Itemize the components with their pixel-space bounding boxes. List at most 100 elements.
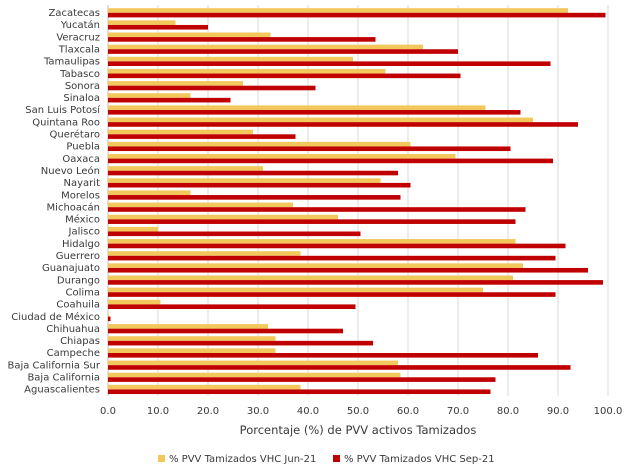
bar-jun21 [108,105,486,110]
bar-jun21 [108,141,411,147]
bar-jun21 [108,190,191,196]
bar-jun21 [108,348,276,353]
bar-sep21 [108,365,571,370]
category-label: Jalisco [68,227,100,238]
category-label: Aguascalientes [24,385,100,396]
legend-label: % PVV Tamizados VHC Sep-21 [344,454,495,465]
bar-sep21 [108,243,566,249]
x-tick-label: 50.0 [347,406,369,417]
category-label: Nuevo León [41,165,100,177]
bar-sep21 [108,146,511,152]
bar-sep21 [108,49,458,54]
category-label: Baja California Sur [7,360,100,371]
x-tick-label: 0.0 [100,406,116,417]
bar-jun21 [108,214,338,220]
category-label: Guerrero [56,251,100,262]
bar-sep21 [108,292,556,297]
bar-jun21 [108,324,268,329]
category-label: Zacatecas [48,8,100,19]
bar-jun21 [108,239,516,244]
bar-sep21 [108,134,296,139]
bar-jun21 [108,336,276,341]
bar-jun21 [108,20,176,25]
category-label: Baja California [27,373,100,384]
bar-sep21 [108,24,208,30]
category-label: Chihuahua [46,324,100,335]
bar-jun21 [108,287,483,293]
category-label: Nayarit [64,178,101,189]
bar-jun21 [108,129,253,135]
bar-sep21 [108,340,373,346]
x-tick-label: 40.0 [297,406,319,417]
bar-jun21 [108,178,381,183]
category-label: Durango [57,275,100,286]
legend-swatch [333,455,340,462]
bar-jun21 [108,226,158,232]
bar-sep21 [108,353,538,358]
bar-sep21 [108,122,578,127]
x-tick-label: 30.0 [247,406,269,417]
bar-sep21 [108,219,516,224]
x-tick-label: 20.0 [197,406,219,417]
bar-jun21 [108,81,243,86]
bar-sep21 [108,231,361,237]
x-tick-label: 90.0 [547,406,569,417]
category-label: Querétaro [50,129,100,141]
bar-sep21 [108,12,606,18]
category-label: Michoacán [47,201,100,213]
category-label: Sinaloa [63,93,100,104]
category-label: Quintana Roo [32,117,100,128]
bar-sep21 [108,377,496,382]
category-label: Sonora [65,81,100,92]
bar-jun21 [108,93,191,98]
bar-sep21 [108,328,343,334]
bar-sep21 [108,170,398,176]
bar-jun21 [108,202,293,208]
bar-jun21 [108,360,398,366]
x-tick-label: 10.0 [147,406,169,417]
bar-sep21 [108,37,376,42]
bar-sep21 [108,280,603,285]
category-label: Guanajuato [42,263,100,274]
category-label: Tamaulipas [43,57,100,68]
bar-sep21 [108,316,111,322]
bar-sep21 [108,158,553,164]
bar-sep21 [108,195,401,200]
legend-swatch [158,455,165,462]
x-tick-label: 80.0 [497,406,519,417]
bar-jun21 [108,372,401,378]
bar-jun21 [108,263,523,268]
bar-sep21 [108,61,551,66]
category-label: Yucatán [60,19,100,31]
bar-sep21 [108,97,231,103]
bar-jun21 [108,311,109,317]
bar-jun21 [108,117,533,123]
bar-jun21 [108,8,568,13]
bar-jun21 [108,56,353,62]
bar-jun21 [108,154,456,159]
category-label: San Luis Potosí [25,104,101,116]
category-label: Campeche [47,348,100,359]
category-label: México [65,214,100,226]
bar-sep21 [108,73,461,79]
category-label: Puebla [66,142,100,153]
bar-jun21 [108,384,301,390]
bar-jun21 [108,275,513,281]
x-tick-label: 60.0 [397,406,419,417]
bar-sep21 [108,267,588,273]
category-label: Morelos [61,190,100,201]
category-label: Colima [65,287,100,298]
bar-sep21 [108,389,491,395]
bar-sep21 [108,207,526,212]
bar-sep21 [108,255,556,261]
bar-jun21 [108,68,386,74]
bar-jun21 [108,299,161,305]
legend-label: % PVV Tamizados VHC Jun-21 [169,454,316,465]
category-label: Ciudad de México [11,311,100,323]
category-label: Hidalgo [62,239,100,250]
x-tick-label: 70.0 [447,406,469,417]
category-label: Chiapas [60,336,100,347]
category-label: Oaxaca [62,154,100,165]
